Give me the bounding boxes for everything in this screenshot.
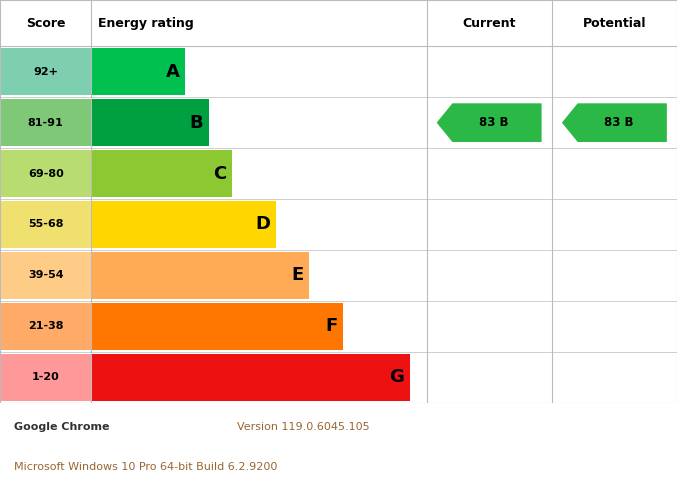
Text: Energy rating: Energy rating [98, 17, 194, 30]
Bar [0, 99, 91, 146]
Text: 83 B: 83 B [479, 116, 508, 129]
Text: C: C [213, 164, 227, 183]
Bar [91, 252, 309, 299]
Bar [91, 48, 185, 95]
Text: 39-54: 39-54 [28, 270, 64, 280]
Text: 55-68: 55-68 [28, 220, 64, 229]
Bar [91, 201, 276, 248]
Text: F: F [325, 317, 337, 335]
Bar [0, 150, 91, 197]
Text: Version 119.0.6045.105: Version 119.0.6045.105 [237, 422, 370, 431]
Text: G: G [389, 368, 404, 386]
Bar [91, 99, 209, 146]
Text: B: B [190, 114, 203, 132]
Text: Score: Score [26, 17, 66, 30]
Text: D: D [255, 215, 270, 233]
Text: Microsoft Windows 10 Pro 64-bit Build 6.2.9200: Microsoft Windows 10 Pro 64-bit Build 6.… [14, 462, 277, 471]
Text: 81-91: 81-91 [28, 118, 64, 128]
Text: A: A [166, 63, 180, 81]
Text: 21-38: 21-38 [28, 321, 64, 331]
Polygon shape [562, 103, 667, 142]
Bar [0, 48, 91, 95]
Bar [0, 303, 91, 350]
Text: Current: Current [462, 17, 516, 30]
Bar [0, 354, 91, 401]
Text: Potential: Potential [583, 17, 646, 30]
Bar [91, 354, 410, 401]
Bar [0, 201, 91, 248]
Text: Google Chrome: Google Chrome [14, 422, 109, 431]
Text: 92+: 92+ [33, 67, 58, 77]
Bar [91, 303, 343, 350]
Text: 83 B: 83 B [605, 116, 634, 129]
Bar [91, 150, 232, 197]
Text: 69-80: 69-80 [28, 168, 64, 179]
Text: E: E [292, 266, 304, 285]
Polygon shape [437, 103, 542, 142]
Text: 1-20: 1-20 [32, 372, 60, 382]
Bar [0, 252, 91, 299]
